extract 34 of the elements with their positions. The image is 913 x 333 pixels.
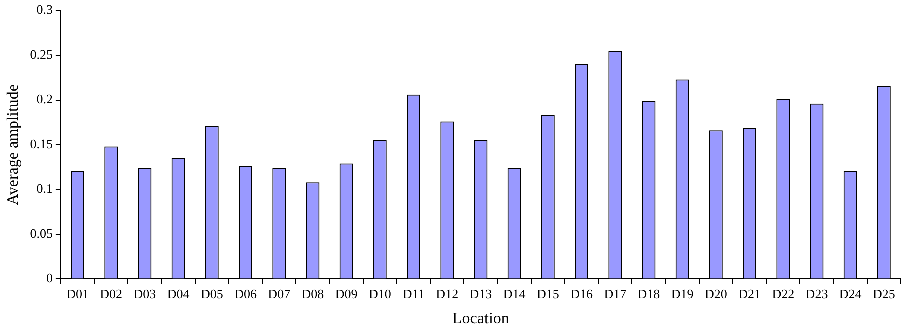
x-tick-label: D08 [302,286,324,302]
x-axis-title: Location [452,310,510,328]
y-tick-label: 0.3 [36,2,53,18]
x-tick-label: D22 [772,286,795,302]
x-tick-label: D16 [570,286,594,302]
x-tick-label: D09 [335,286,358,302]
x-tick-label: D17 [604,286,628,302]
x-tick-label: D10 [368,286,392,302]
x-tick-label: D20 [704,286,728,302]
y-axis-title: Average amplitude [4,84,22,206]
x-tick-label: D19 [671,286,694,302]
y-tick-label: 0.1 [36,181,53,196]
x-tick-label: D07 [268,286,292,302]
x-tick-label: D13 [470,286,492,302]
x-tick-label: D18 [638,286,660,302]
x-tick-label: D25 [873,286,896,302]
x-tick-label: D12 [436,286,459,302]
x-tick-label: D04 [167,286,190,302]
x-tick-label: D06 [234,286,258,302]
y-tick-label: 0.05 [30,226,53,241]
y-tick-label: 0.25 [30,46,53,62]
y-tick-label: 0.15 [30,136,53,152]
x-tick-label: D24 [839,286,862,302]
y-tick-label: 0 [46,270,53,286]
x-tick-label: D21 [738,286,761,302]
y-tick-label: 0.2 [36,92,53,107]
x-tick-label: D11 [402,286,425,302]
x-tick-label: D23 [806,286,828,302]
x-tick-label: D03 [134,286,156,302]
x-tick-label: D02 [100,286,123,302]
x-tick-label: D15 [536,286,560,302]
x-tick-label: D01 [66,286,89,302]
x-tick-label: D14 [503,286,526,302]
x-tick-label: D05 [200,286,224,302]
